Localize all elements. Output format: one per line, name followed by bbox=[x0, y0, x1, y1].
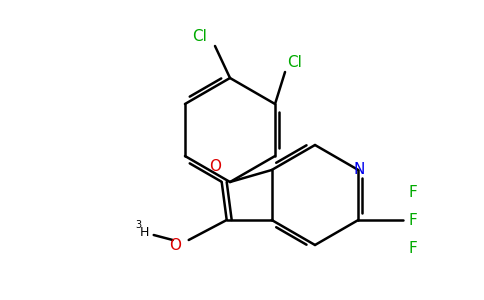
Text: Cl: Cl bbox=[192, 29, 207, 44]
Text: 3: 3 bbox=[136, 220, 142, 230]
Text: O: O bbox=[169, 238, 181, 253]
Text: Cl: Cl bbox=[287, 55, 302, 70]
Text: F: F bbox=[408, 212, 417, 227]
Text: F: F bbox=[408, 241, 417, 256]
Text: O: O bbox=[209, 159, 221, 174]
Text: N: N bbox=[354, 163, 365, 178]
Text: F: F bbox=[408, 184, 417, 200]
Text: H: H bbox=[139, 226, 149, 238]
